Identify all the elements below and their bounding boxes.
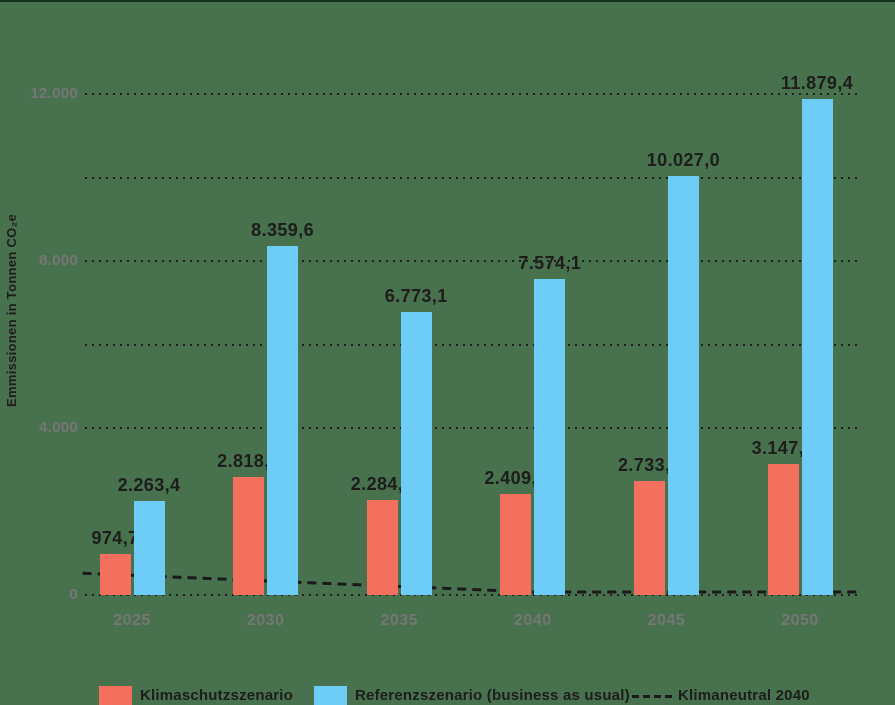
x-tick-label-2040: 2040 — [514, 612, 552, 629]
value-label-klimaschutz-2040: 2.409,6 — [484, 468, 548, 489]
value-label-referenz-2050: 11.879,4 — [780, 73, 854, 94]
x-tick-label-2050: 2050 — [781, 612, 819, 629]
bar-referenz-2025 — [133, 500, 165, 595]
bar-referenz-2030 — [267, 245, 299, 595]
value-label-referenz-2025: 2.263,4 — [117, 474, 181, 495]
y-axis-title: Emmissionen in Tonnen CO₂e — [4, 213, 19, 407]
bar-referenz-2035 — [400, 312, 432, 595]
value-label-referenz-2045: 10.027,0 — [646, 150, 721, 171]
gridline-8000 — [85, 260, 860, 262]
x-tick-label-2030: 2030 — [246, 612, 285, 629]
bar-referenz-2050 — [801, 99, 833, 595]
gridline-12000 — [85, 93, 860, 95]
value-label-klimaschutz-2025: 974,7 — [91, 528, 139, 549]
y-tick-label-8000: 8.000 — [38, 252, 78, 269]
gridline-0 — [85, 594, 860, 596]
bar-klimaschutz-2030 — [233, 477, 265, 595]
y-tick-label-4000: 4.000 — [38, 419, 78, 436]
x-tick-label-2045: 2045 — [647, 612, 686, 629]
value-label-referenz-2030: 8.359,6 — [251, 219, 315, 240]
bar-referenz-2045 — [667, 176, 699, 595]
dashed-line-swatch-icon — [632, 695, 672, 698]
gridline-10000 — [85, 176, 860, 179]
y-tick-label-12000: 12.000 — [30, 85, 78, 102]
top-border-line — [0, 0, 895, 2]
value-label-klimaschutz-2045: 2.733,8 — [617, 454, 681, 475]
y-tick-label-0: 0 — [69, 586, 78, 603]
legend-label: Referenzszenario (business as usual) — [355, 687, 630, 704]
value-label-klimaschutz-2035: 2.284,1 — [350, 473, 414, 494]
bar-klimaschutz-2025 — [99, 554, 131, 595]
bar-referenz-2040 — [534, 278, 566, 595]
bar-klimaschutz-2045 — [633, 480, 665, 595]
x-tick-label-2035: 2035 — [380, 612, 418, 629]
bar-klimaschutz-2050 — [767, 463, 799, 595]
bar-klimaschutz-2040 — [500, 494, 532, 595]
bar-klimaschutz-2035 — [366, 499, 398, 595]
blue-swatch-icon — [314, 686, 347, 705]
x-tick-label-2025: 2025 — [113, 612, 151, 629]
value-label-referenz-2040: 7.574,1 — [518, 252, 582, 273]
value-label-referenz-2035: 6.773,1 — [384, 286, 448, 307]
value-label-klimaschutz-2030: 2.818,5 — [217, 451, 281, 472]
value-label-klimaschutz-2050: 3.147,9 — [751, 437, 815, 458]
gridline-6000 — [85, 343, 860, 346]
legend-label: Klimaneutral 2040 — [678, 687, 810, 704]
red-swatch-icon — [99, 686, 132, 705]
gridline-4000 — [85, 427, 860, 429]
legend-label: Klimaschutzszenario — [140, 687, 294, 704]
